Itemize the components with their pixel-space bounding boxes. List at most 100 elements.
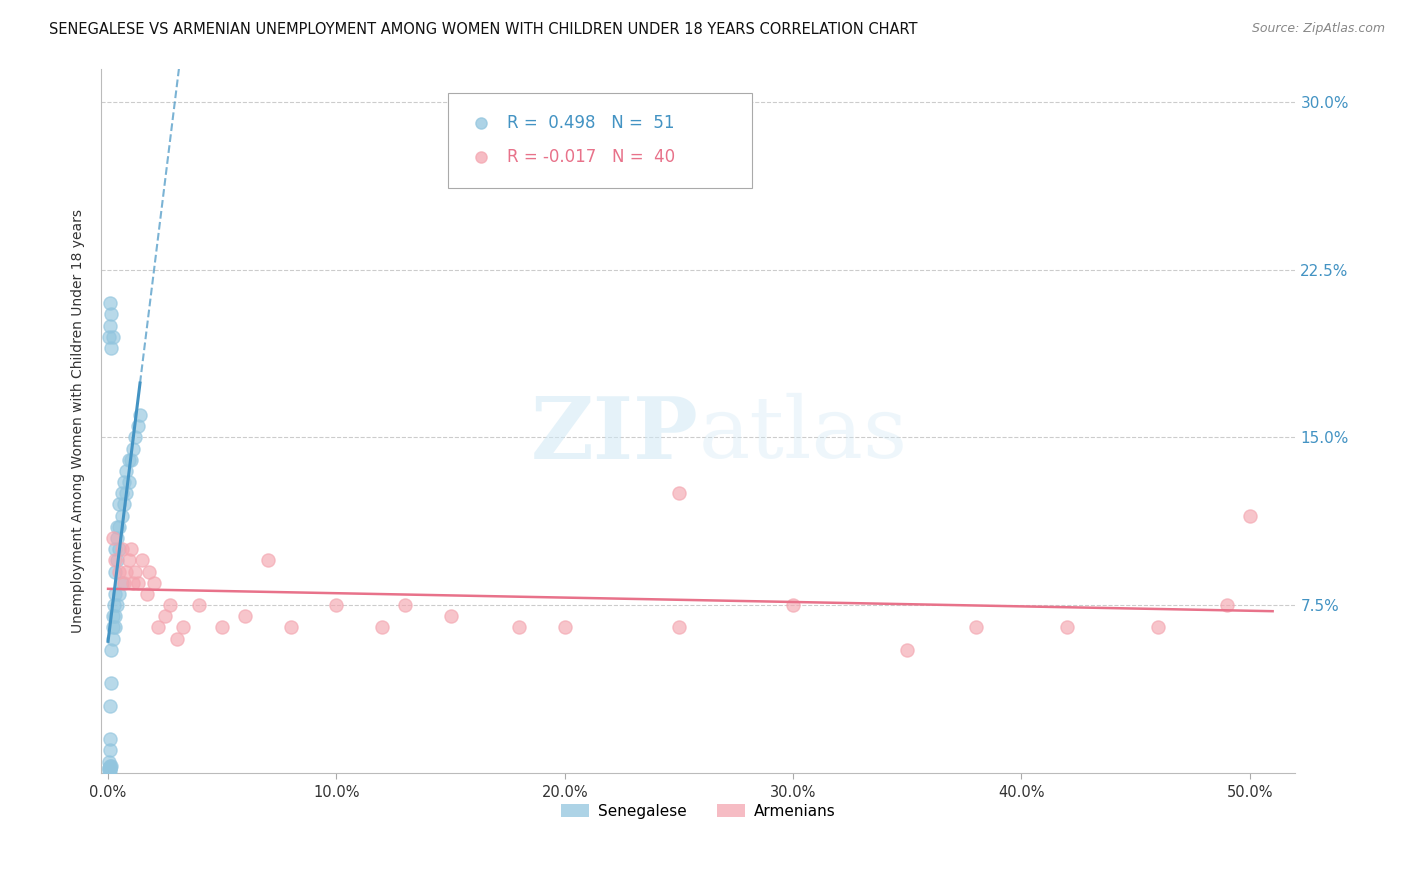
Point [105, 598, 128, 612]
Point [98, 318, 121, 333]
Point [101, 632, 124, 646]
Point [120, 542, 142, 557]
Point [153, 609, 176, 624]
Point [166, 632, 188, 646]
Y-axis label: Unemployment Among Women with Children Under 18 years: Unemployment Among Women with Children U… [72, 209, 86, 632]
Point [98, 761, 121, 775]
Point [112, 475, 135, 489]
Point [211, 620, 233, 634]
Point [117, 475, 139, 489]
Point [105, 531, 128, 545]
Point [104, 542, 127, 557]
Point [108, 498, 131, 512]
Point [104, 565, 127, 579]
Point [98, 759, 121, 773]
Point [98, 743, 121, 757]
Point [280, 620, 302, 634]
Point [138, 565, 160, 579]
Point [257, 553, 280, 567]
Point [98, 764, 121, 778]
Point [172, 620, 194, 634]
Point [111, 575, 134, 590]
Point [112, 575, 135, 590]
Point [122, 442, 145, 456]
Point [108, 542, 131, 557]
Point [896, 642, 918, 657]
Point [111, 542, 134, 557]
Point [188, 598, 211, 612]
Point [142, 575, 165, 590]
Text: SENEGALESE VS ARMENIAN UNEMPLOYMENT AMONG WOMEN WITH CHILDREN UNDER 18 YEARS COR: SENEGALESE VS ARMENIAN UNEMPLOYMENT AMON… [49, 22, 918, 37]
Point [159, 598, 181, 612]
Point [1239, 508, 1261, 523]
Point [100, 676, 122, 690]
Point [782, 598, 804, 612]
Point [124, 430, 146, 444]
Point [1216, 598, 1239, 612]
Point [148, 620, 170, 634]
Point [101, 620, 124, 634]
Point [104, 553, 127, 567]
Point [100, 759, 122, 773]
Point [101, 531, 124, 545]
Point [325, 598, 347, 612]
Point [115, 565, 138, 579]
Point [1147, 620, 1170, 634]
Point [127, 575, 149, 590]
Point [371, 620, 394, 634]
Point [394, 598, 416, 612]
Point [98, 764, 121, 778]
Point [101, 609, 124, 624]
Point [115, 464, 138, 478]
Point [101, 330, 124, 344]
Point [120, 452, 142, 467]
Point [554, 620, 576, 634]
Text: R =  0.498   N =  51: R = 0.498 N = 51 [508, 114, 675, 132]
Point [117, 553, 139, 567]
Point [98, 761, 121, 775]
Point [1056, 620, 1078, 634]
Point [104, 620, 127, 634]
Point [668, 620, 690, 634]
Point [104, 587, 127, 601]
Point [98, 761, 121, 775]
Point [98, 761, 121, 775]
Point [104, 609, 127, 624]
Point [668, 486, 690, 500]
Text: atlas: atlas [699, 393, 907, 476]
Point [111, 508, 134, 523]
Point [112, 498, 135, 512]
Point [115, 486, 138, 500]
Point [439, 609, 461, 624]
Point [129, 408, 152, 422]
Text: ZIP: ZIP [530, 392, 699, 476]
FancyBboxPatch shape [447, 93, 752, 188]
Point [122, 575, 145, 590]
Point [127, 419, 149, 434]
Point [124, 565, 146, 579]
Point [117, 452, 139, 467]
Point [100, 308, 122, 322]
Point [100, 341, 122, 355]
Text: Source: ZipAtlas.com: Source: ZipAtlas.com [1251, 22, 1385, 36]
Point [108, 587, 131, 601]
Point [131, 553, 153, 567]
Point [111, 486, 134, 500]
Point [100, 642, 122, 657]
Point [108, 520, 131, 534]
Point [233, 609, 256, 624]
Point [98, 732, 121, 747]
Point [98, 755, 121, 769]
Point [508, 620, 530, 634]
Point [98, 296, 121, 310]
Point [98, 698, 121, 713]
Point [105, 553, 128, 567]
Point [103, 598, 125, 612]
Point [108, 565, 131, 579]
Point [105, 520, 128, 534]
Point [98, 330, 121, 344]
Text: R = -0.017   N =  40: R = -0.017 N = 40 [508, 147, 675, 166]
Point [135, 587, 157, 601]
Legend: Senegalese, Armenians: Senegalese, Armenians [555, 797, 842, 825]
Point [965, 620, 987, 634]
